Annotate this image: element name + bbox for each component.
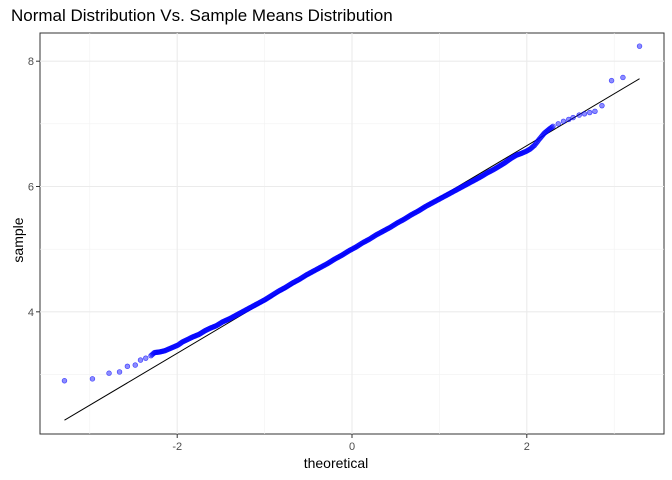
data-point bbox=[116, 369, 123, 375]
data-point bbox=[137, 357, 144, 363]
data-point bbox=[61, 378, 68, 384]
x-tick-label: 0 bbox=[349, 441, 355, 453]
data-point bbox=[592, 108, 598, 115]
x-axis-label: theoretical bbox=[303, 455, 369, 471]
data-point bbox=[143, 355, 149, 361]
data-point bbox=[599, 102, 605, 109]
axis-ticks bbox=[36, 60, 528, 438]
tick-labels: -2 0 2 4 6 8 bbox=[28, 56, 530, 453]
data-point bbox=[132, 362, 138, 368]
data-point bbox=[555, 121, 561, 127]
data-point bbox=[560, 118, 567, 125]
y-axis-label: sample bbox=[10, 217, 26, 263]
x-tick-label: 2 bbox=[524, 441, 530, 453]
data-point bbox=[576, 112, 582, 118]
x-tick-label: -2 bbox=[172, 441, 182, 453]
y-tick-label: 8 bbox=[28, 56, 34, 68]
y-tick-label: 4 bbox=[28, 307, 34, 319]
data-point bbox=[124, 363, 131, 370]
data-point bbox=[636, 43, 643, 49]
major-gridlines bbox=[40, 33, 664, 434]
data-point bbox=[581, 111, 588, 117]
data-point bbox=[587, 109, 593, 116]
data-point bbox=[550, 123, 556, 130]
data-point bbox=[608, 77, 615, 84]
data-point bbox=[89, 376, 96, 382]
data-point bbox=[570, 114, 576, 121]
points-group bbox=[61, 43, 643, 384]
data-point bbox=[620, 74, 626, 81]
data-point bbox=[566, 116, 572, 123]
data-point bbox=[106, 370, 112, 376]
chart-title: Normal Distribution Vs. Sample Means Dis… bbox=[11, 6, 393, 25]
y-tick-label: 6 bbox=[28, 182, 34, 194]
